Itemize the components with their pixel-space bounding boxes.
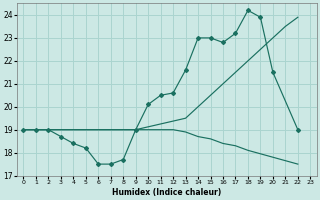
X-axis label: Humidex (Indice chaleur): Humidex (Indice chaleur) [112, 188, 221, 197]
